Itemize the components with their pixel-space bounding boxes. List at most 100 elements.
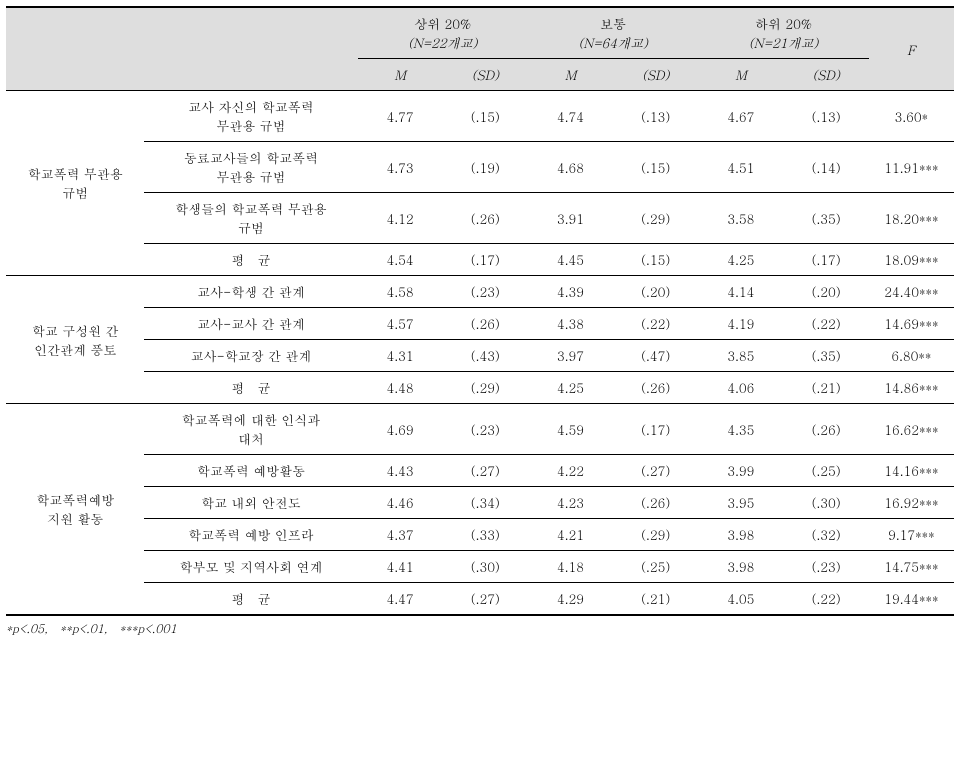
f-cell: 9.17***	[869, 519, 954, 551]
mean-cell: 4.31	[358, 340, 443, 372]
mean-cell: 4.35	[698, 404, 783, 455]
sd-cell: (.15)	[613, 142, 698, 193]
table-body: 학교폭력 무관용규범교사 자신의 학교폭력무관용 규범4.77(.15)4.74…	[6, 91, 954, 616]
table-row: 학교폭력 예방 인프라4.37(.33)4.21(.29)3.98(.32)9.…	[6, 519, 954, 551]
sd-cell: (.15)	[613, 244, 698, 276]
sd-cell: (.19)	[443, 142, 528, 193]
mean-cell: 4.29	[528, 583, 613, 616]
category-cell: 학교폭력예방지원 활동	[6, 404, 144, 616]
sd-cell: (.20)	[784, 276, 869, 308]
mean-cell: 4.21	[528, 519, 613, 551]
sd-cell: (.26)	[613, 487, 698, 519]
row-label-cell: 평 균	[144, 583, 357, 616]
group-header: 하위 20%(N=21개교)	[698, 7, 868, 59]
f-cell: 14.69***	[869, 308, 954, 340]
sd-cell: (.21)	[613, 583, 698, 616]
f-cell: 16.92***	[869, 487, 954, 519]
table-row: 학교폭력예방지원 활동학교폭력에 대한 인식과대처4.69(.23)4.59(.…	[6, 404, 954, 455]
table-row: 교사-교사 간 관계4.57(.26)4.38(.22)4.19(.22)14.…	[6, 308, 954, 340]
table-row: 학교폭력 무관용규범교사 자신의 학교폭력무관용 규범4.77(.15)4.74…	[6, 91, 954, 142]
table-row: 평 균4.54(.17)4.45(.15)4.25(.17)18.09***	[6, 244, 954, 276]
sd-cell: (.21)	[784, 372, 869, 404]
sd-header: (SD)	[613, 59, 698, 91]
mean-cell: 4.46	[358, 487, 443, 519]
f-cell: 14.75***	[869, 551, 954, 583]
table-row: 동료교사들의 학교폭력무관용 규범4.73(.19)4.68(.15)4.51(…	[6, 142, 954, 193]
group-title: 상위 20%	[414, 14, 471, 33]
category-cell: 학교폭력 무관용규범	[6, 91, 144, 276]
sd-cell: (.43)	[443, 340, 528, 372]
table-row: 교사-학교장 간 관계4.31(.43)3.97(.47)3.85(.35)6.…	[6, 340, 954, 372]
sd-cell: (.22)	[784, 308, 869, 340]
row-label-cell: 학교폭력 예방 인프라	[144, 519, 357, 551]
mean-cell: 4.22	[528, 455, 613, 487]
row-label-cell: 학부모 및 지역사회 연계	[144, 551, 357, 583]
mean-cell: 3.97	[528, 340, 613, 372]
category-cell: 학교 구성원 간인간관계 풍토	[6, 276, 144, 404]
f-cell: 18.20***	[869, 193, 954, 244]
f-cell: 11.91***	[869, 142, 954, 193]
sd-cell: (.17)	[613, 404, 698, 455]
mean-cell: 4.38	[528, 308, 613, 340]
f-cell: 18.09***	[869, 244, 954, 276]
table-row: 학교 내외 안전도4.46(.34)4.23(.26)3.95(.30)16.9…	[6, 487, 954, 519]
row-label-cell: 교사-학교장 간 관계	[144, 340, 357, 372]
sd-cell: (.14)	[784, 142, 869, 193]
mean-cell: 4.41	[358, 551, 443, 583]
mean-cell: 4.25	[698, 244, 783, 276]
group-header: 보통(N=64개교)	[528, 7, 698, 59]
sd-cell: (.30)	[784, 487, 869, 519]
mean-cell: 4.74	[528, 91, 613, 142]
table-row: 학교폭력 예방활동4.43(.27)4.22(.27)3.99(.25)14.1…	[6, 455, 954, 487]
row-label-cell: 학교폭력에 대한 인식과대처	[144, 404, 357, 455]
f-header: F	[869, 7, 954, 91]
sd-cell: (.26)	[784, 404, 869, 455]
table-row: 학생들의 학교폭력 무관용규범4.12(.26)3.91(.29)3.58(.3…	[6, 193, 954, 244]
sd-cell: (.13)	[784, 91, 869, 142]
group-n: (N=21개교)	[749, 33, 819, 52]
sd-header: (SD)	[784, 59, 869, 91]
sd-cell: (.35)	[784, 340, 869, 372]
mean-cell: 4.05	[698, 583, 783, 616]
mean-cell: 3.99	[698, 455, 783, 487]
sd-cell: (.25)	[613, 551, 698, 583]
sd-cell: (.17)	[443, 244, 528, 276]
sd-cell: (.15)	[443, 91, 528, 142]
mean-cell: 4.19	[698, 308, 783, 340]
mean-cell: 3.98	[698, 519, 783, 551]
sd-cell: (.17)	[784, 244, 869, 276]
row-label-cell: 동료교사들의 학교폭력무관용 규범	[144, 142, 357, 193]
mean-cell: 4.06	[698, 372, 783, 404]
sd-cell: (.32)	[784, 519, 869, 551]
table-row: 평 균4.47(.27)4.29(.21)4.05(.22)19.44***	[6, 583, 954, 616]
mean-cell: 4.77	[358, 91, 443, 142]
mean-cell: 4.57	[358, 308, 443, 340]
sd-cell: (.20)	[613, 276, 698, 308]
m-header: M	[698, 59, 783, 91]
mean-cell: 4.25	[528, 372, 613, 404]
sd-cell: (.25)	[784, 455, 869, 487]
sd-header: (SD)	[443, 59, 528, 91]
mean-cell: 4.18	[528, 551, 613, 583]
row-label-cell: 교사-교사 간 관계	[144, 308, 357, 340]
group-header: 상위 20%(N=22개교)	[358, 7, 528, 59]
f-cell: 16.62***	[869, 404, 954, 455]
group-n: (N=64개교)	[578, 33, 648, 52]
stats-table: 상위 20%(N=22개교) 보통(N=64개교) 하위 20%(N=21개교)…	[6, 6, 954, 616]
row-label-cell: 평 균	[144, 372, 357, 404]
mean-cell: 4.45	[528, 244, 613, 276]
sd-cell: (.13)	[613, 91, 698, 142]
sd-cell: (.27)	[613, 455, 698, 487]
mean-cell: 4.39	[528, 276, 613, 308]
mean-cell: 4.69	[358, 404, 443, 455]
group-title: 보통	[600, 14, 626, 33]
table-row: 평 균4.48(.29)4.25(.26)4.06(.21)14.86***	[6, 372, 954, 404]
table-row: 학교 구성원 간인간관계 풍토교사-학생 간 관계4.58(.23)4.39(.…	[6, 276, 954, 308]
mean-cell: 3.85	[698, 340, 783, 372]
row-label-cell: 교사-학생 간 관계	[144, 276, 357, 308]
m-header: M	[358, 59, 443, 91]
sd-cell: (.23)	[443, 276, 528, 308]
mean-cell: 4.51	[698, 142, 783, 193]
sd-cell: (.27)	[443, 583, 528, 616]
f-cell: 24.40***	[869, 276, 954, 308]
